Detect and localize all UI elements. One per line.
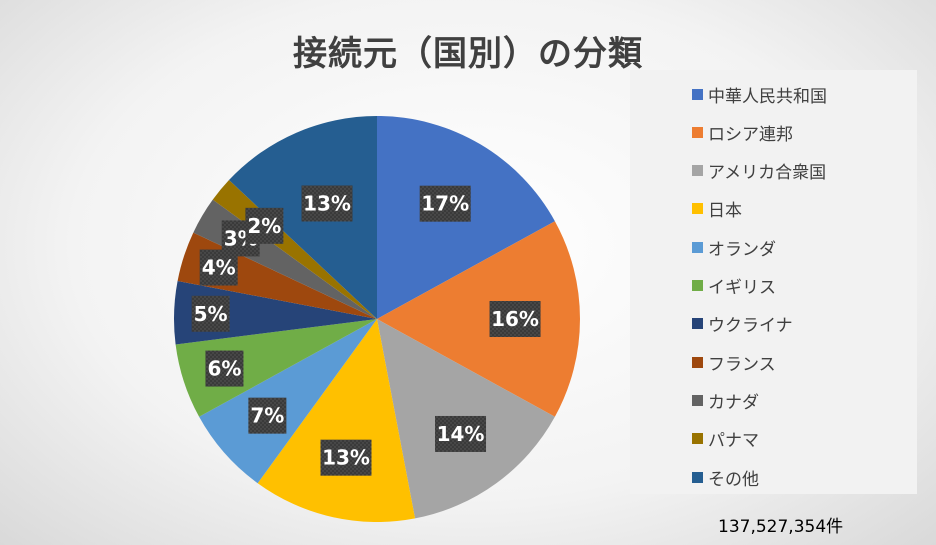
legend-item: パナマ — [692, 428, 759, 452]
legend-item: 日本 — [692, 198, 742, 222]
legend-label: 日本 — [708, 201, 742, 222]
legend-item: カナダ — [692, 389, 759, 413]
legend-swatch — [692, 394, 703, 406]
legend-item: オランダ — [692, 236, 776, 260]
data-label: 2% — [245, 207, 284, 244]
data-label: 13% — [301, 185, 353, 222]
data-label-box — [301, 185, 353, 222]
data-label-box — [489, 301, 541, 337]
data-label: 13% — [320, 439, 372, 476]
data-label-box — [245, 207, 284, 244]
data-label-text: 13% — [322, 446, 370, 470]
legend-swatch — [692, 203, 703, 215]
data-label: 5% — [191, 295, 230, 332]
data-label-text: 7% — [250, 404, 284, 428]
legend-swatch — [692, 88, 703, 100]
data-label-text: 16% — [491, 307, 539, 331]
data-label-box — [435, 415, 487, 452]
legend-swatch — [692, 356, 703, 368]
legend-label: パナマ — [708, 431, 759, 452]
data-label-box — [248, 397, 287, 434]
legend-swatch — [692, 318, 703, 330]
pie-slice — [377, 221, 580, 417]
legend: 中華人民共和国 ロシア連邦アメリカ合衆国 日本オランダイギリスウクライナフランスカナ… — [630, 70, 917, 494]
legend-swatch — [692, 471, 703, 483]
legend-swatch — [692, 433, 703, 445]
data-label-text: 14% — [437, 422, 485, 446]
pie-slice — [199, 319, 377, 484]
legend-label: フランス — [708, 354, 776, 375]
legend-label: ロシア連邦 — [708, 124, 793, 145]
data-label-box — [419, 185, 471, 222]
data-label-text: 2% — [247, 214, 281, 238]
legend-item: 中華人民共和国 — [692, 83, 827, 107]
data-label-text: 4% — [202, 256, 236, 280]
chart-title: 接続元（国別）の分類 — [293, 34, 643, 74]
legend-swatch — [692, 165, 703, 177]
total-count: 137,527,354件 — [718, 517, 844, 537]
legend-item: フランス — [692, 351, 776, 375]
data-label-box — [191, 295, 230, 332]
data-label-text: 6% — [207, 357, 241, 381]
data-label: 14% — [435, 415, 487, 452]
legend-item: アメリカ合衆国 — [692, 160, 827, 184]
legend-label: オランダ — [708, 239, 776, 260]
pie-slice — [175, 319, 377, 417]
data-label: 7% — [248, 397, 287, 434]
legend-item: その他 — [692, 466, 759, 490]
pie-slice — [257, 319, 416, 522]
data-label-text: 17% — [421, 192, 469, 216]
legend-label: カナダ — [708, 392, 759, 413]
data-label: 17% — [419, 185, 471, 222]
data-label-text: 5% — [194, 302, 228, 326]
legend-item: イギリス — [692, 275, 776, 298]
legend-label: ウクライナ — [708, 316, 793, 337]
data-label: 16% — [489, 301, 541, 337]
legend-label: その他 — [708, 469, 759, 490]
legend-item: ロシア連邦 — [692, 121, 793, 145]
legend-swatch — [692, 241, 703, 253]
legend-swatch — [692, 280, 703, 291]
data-label: 6% — [205, 350, 244, 387]
legend-label: アメリカ合衆国 — [708, 163, 827, 184]
legend-item: ウクライナ — [692, 313, 793, 337]
legend-label: イギリス — [708, 278, 776, 298]
legend-swatch — [692, 126, 703, 138]
data-label-text: 13% — [303, 191, 351, 215]
legend-label: 中華人民共和国 — [708, 86, 827, 107]
data-label-box — [320, 439, 372, 476]
data-label-box — [205, 350, 244, 387]
